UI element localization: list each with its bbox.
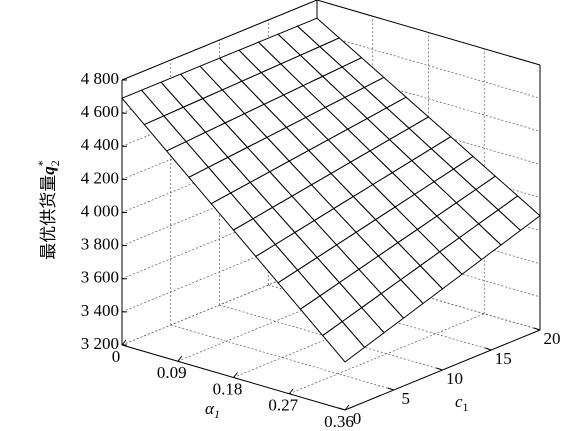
y-label-sub: 1 bbox=[463, 400, 469, 414]
y-axis-label: c1 bbox=[455, 392, 469, 414]
x-tick bbox=[177, 355, 183, 362]
grid-line bbox=[170, 324, 394, 391]
surface-cell bbox=[322, 321, 365, 363]
grid-line bbox=[289, 313, 485, 395]
z-tick-label: 4 200 bbox=[81, 168, 119, 187]
z-label-text: 最优供货量 bbox=[39, 175, 58, 260]
y-tick-label: 10 bbox=[446, 369, 463, 388]
z-tick-label: 3 800 bbox=[81, 235, 119, 254]
x-tick bbox=[233, 372, 238, 378]
y-tick bbox=[387, 387, 394, 391]
z-tick-label: 4 800 bbox=[81, 69, 119, 88]
box-edge bbox=[121, 0, 318, 81]
z-tick-label: 3 400 bbox=[81, 301, 119, 320]
grid-line bbox=[316, 32, 541, 99]
x-tick-label: 0.18 bbox=[213, 379, 243, 398]
y-label-symbol: c bbox=[455, 392, 463, 411]
y-tick bbox=[485, 347, 492, 351]
y-tick-label: 0 bbox=[353, 409, 362, 428]
y-tick bbox=[533, 327, 541, 331]
grid-line bbox=[177, 280, 373, 362]
box-edge bbox=[316, 0, 541, 66]
x-tick bbox=[344, 404, 350, 411]
x-tick bbox=[121, 339, 127, 346]
x-axis-label: α1 bbox=[205, 399, 220, 421]
z-tick-label: 3 600 bbox=[81, 268, 119, 287]
z-tick-label: 3 200 bbox=[81, 334, 119, 353]
y-tick-label: 5 bbox=[402, 389, 411, 408]
y-tick bbox=[436, 367, 443, 371]
y-tick-label: 20 bbox=[544, 329, 561, 348]
grid-line bbox=[316, 65, 541, 132]
x-tick-label: 0.09 bbox=[157, 363, 187, 382]
z-axis-label: 最优供货量q*2 bbox=[35, 160, 62, 260]
grid-line bbox=[121, 198, 318, 280]
z-label-sub: 2 bbox=[48, 160, 62, 166]
z-label-sup: * bbox=[35, 160, 49, 166]
z-tick-label: 4 400 bbox=[81, 135, 119, 154]
y-tick-label: 15 bbox=[495, 349, 512, 368]
z-tick-label: 4 000 bbox=[81, 201, 119, 220]
z-label-symbol: q bbox=[39, 166, 58, 175]
x-tick-label: 0.36 bbox=[324, 412, 354, 431]
x-tick-label: 0 bbox=[112, 347, 121, 366]
x-label-sub: 1 bbox=[214, 407, 220, 421]
x-tick bbox=[288, 388, 294, 395]
z-tick-label: 4 600 bbox=[81, 102, 119, 121]
x-label-symbol: α bbox=[205, 399, 215, 418]
y-tick bbox=[338, 407, 346, 411]
x-tick-label: 0.27 bbox=[268, 396, 298, 415]
